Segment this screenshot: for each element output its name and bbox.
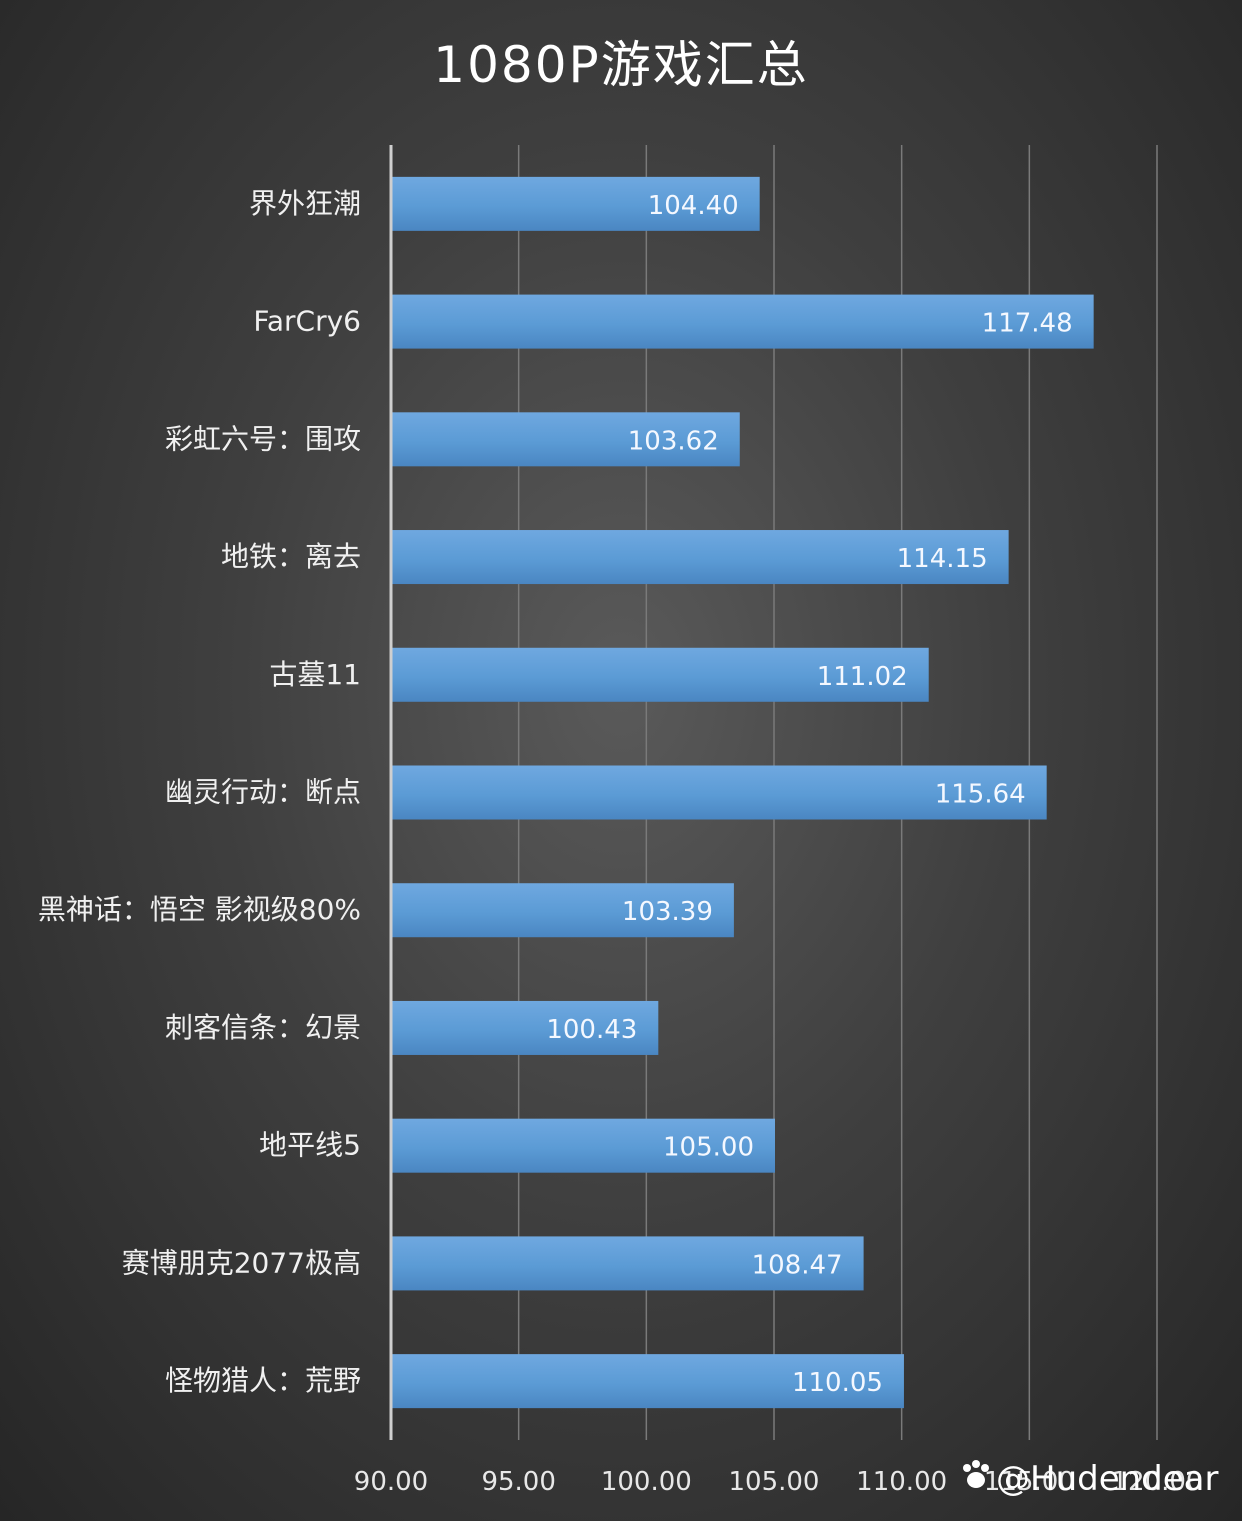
paw-icon [963, 1460, 989, 1488]
data-label: 103.62 [628, 426, 719, 456]
category-label: 地铁：离去 [221, 540, 361, 573]
bar [392, 1000, 659, 1055]
data-label: 117.48 [982, 309, 1073, 339]
bar [392, 765, 1047, 820]
watermark-text: @Hudendear [996, 1459, 1218, 1499]
bars: 104.40 117.48 103.62 114.15 111.02 115.64 103.… [392, 176, 1094, 1409]
category-label: 界外狂潮 [249, 187, 361, 220]
category-label: 古墓11 [269, 658, 361, 691]
category-label: FarCry6 [253, 305, 361, 338]
x-tick-label: 100.00 [601, 1467, 692, 1497]
bar [392, 1118, 775, 1173]
x-tick-label: 115.00 [984, 1467, 1075, 1497]
data-label: 110.05 [792, 1368, 883, 1398]
watermark: @Hudendear [963, 1459, 1218, 1499]
x-tick-labels: 90.00 95.00 100.00 105.00 110.00 115.00 120.00 [354, 1467, 1203, 1497]
category-label: 地平线5 [259, 1129, 361, 1162]
category-label: 怪物猎人：荒野 [165, 1364, 361, 1397]
data-label: 104.40 [648, 191, 739, 221]
x-tick-label: 105.00 [729, 1467, 820, 1497]
chart-title: 1080P游戏汇总 [433, 36, 808, 94]
bar [392, 294, 1094, 349]
x-tick-label: 110.00 [856, 1467, 947, 1497]
category-label: 彩虹六号：围攻 [165, 422, 361, 455]
x-tick-label: 95.00 [481, 1467, 555, 1497]
data-label: 103.39 [622, 897, 713, 927]
category-label: 赛博朋克2077极高 [122, 1246, 361, 1279]
bar [392, 1354, 904, 1409]
bar [392, 176, 760, 231]
bar [392, 530, 1009, 585]
data-label: 100.43 [546, 1015, 637, 1045]
data-label: 114.15 [897, 544, 988, 574]
bar [392, 412, 740, 467]
category-label: 黑神话：悟空 影视级80% [38, 893, 361, 926]
data-label: 111.02 [817, 662, 908, 692]
data-label: 115.64 [935, 780, 1026, 810]
data-label: 105.00 [663, 1133, 754, 1163]
bar [392, 1236, 864, 1291]
x-tick-label: 90.00 [354, 1467, 428, 1497]
data-label: 108.47 [752, 1250, 843, 1280]
x-tick-label: 120.00 [1112, 1467, 1203, 1497]
category-label: 幽灵行动：断点 [165, 776, 361, 809]
category-label: 刺客信条：幻景 [165, 1011, 361, 1044]
bar [392, 883, 734, 938]
bar [392, 647, 929, 702]
